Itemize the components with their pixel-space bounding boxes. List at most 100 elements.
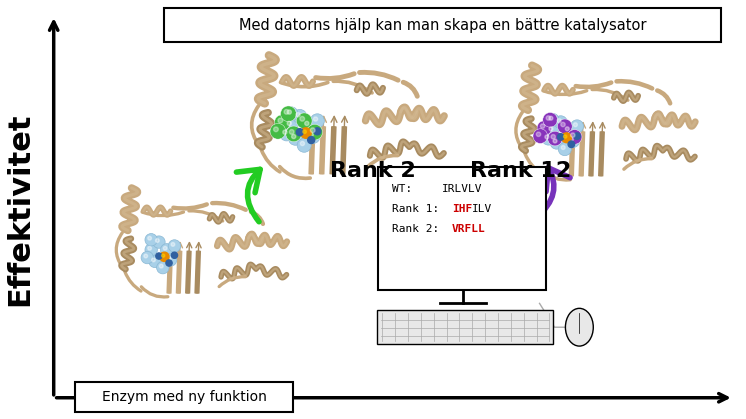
FancyArrowPatch shape (624, 159, 652, 169)
FancyArrowPatch shape (360, 72, 398, 80)
Text: IRLVLV: IRLVLV (442, 184, 483, 194)
FancyArrowPatch shape (576, 83, 611, 87)
FancyArrowPatch shape (212, 203, 245, 210)
FancyArrowPatch shape (525, 153, 542, 174)
Circle shape (157, 261, 169, 274)
Circle shape (275, 115, 290, 130)
Circle shape (561, 122, 565, 127)
Circle shape (292, 109, 307, 124)
FancyArrowPatch shape (280, 83, 328, 87)
Circle shape (307, 137, 315, 144)
Circle shape (310, 114, 325, 128)
Circle shape (543, 113, 557, 127)
FancyArrowPatch shape (536, 168, 570, 217)
FancyBboxPatch shape (75, 382, 292, 411)
Circle shape (284, 109, 289, 114)
Text: Rank 2:: Rank 2: (392, 224, 446, 234)
Circle shape (563, 135, 567, 138)
Circle shape (537, 121, 552, 135)
Circle shape (286, 126, 301, 142)
Circle shape (542, 132, 555, 145)
Circle shape (550, 136, 563, 149)
Circle shape (574, 133, 580, 140)
Circle shape (163, 246, 167, 250)
FancyArrowPatch shape (251, 106, 259, 145)
FancyArrowPatch shape (173, 204, 207, 209)
Circle shape (553, 139, 557, 143)
Circle shape (557, 119, 572, 134)
Circle shape (160, 243, 173, 256)
Circle shape (551, 134, 555, 139)
Circle shape (568, 141, 574, 147)
FancyArrowPatch shape (592, 89, 628, 100)
Text: Rank 2: Rank 2 (330, 161, 416, 181)
Circle shape (280, 106, 296, 122)
FancyArrowPatch shape (515, 112, 522, 149)
Circle shape (310, 128, 315, 132)
FancyArrowPatch shape (657, 91, 670, 103)
Text: Effektivitet: Effektivitet (5, 112, 34, 306)
Circle shape (164, 254, 177, 266)
Circle shape (300, 116, 304, 121)
Circle shape (151, 258, 155, 262)
Circle shape (153, 236, 165, 248)
Circle shape (562, 124, 575, 137)
Circle shape (301, 142, 304, 146)
Circle shape (554, 116, 567, 129)
Text: Enzym med ny funktion: Enzym med ny funktion (101, 390, 266, 404)
Text: VRFLL: VRFLL (452, 224, 486, 234)
Circle shape (167, 256, 171, 260)
Circle shape (166, 260, 172, 266)
FancyArrowPatch shape (542, 169, 570, 180)
FancyArrowPatch shape (116, 233, 122, 267)
Circle shape (571, 120, 583, 133)
FancyArrowPatch shape (251, 212, 263, 224)
Circle shape (287, 110, 292, 114)
Circle shape (278, 118, 283, 123)
Text: Med datorns hjälp kan man skapa en bättre katalysator: Med datorns hjälp kan man skapa en bättr… (239, 18, 647, 33)
Circle shape (155, 239, 159, 243)
Circle shape (289, 131, 302, 145)
Circle shape (549, 116, 553, 120)
Circle shape (562, 133, 571, 142)
FancyArrowPatch shape (261, 150, 280, 172)
Circle shape (536, 132, 541, 137)
Text: ILV: ILV (471, 204, 492, 214)
FancyArrowPatch shape (316, 74, 354, 78)
Circle shape (301, 118, 316, 132)
Text: Rank 12: Rank 12 (470, 161, 571, 181)
Circle shape (296, 113, 300, 117)
Circle shape (270, 124, 286, 139)
FancyArrowPatch shape (141, 287, 168, 297)
Circle shape (160, 252, 169, 261)
Circle shape (546, 124, 559, 137)
Circle shape (148, 246, 151, 250)
Circle shape (533, 129, 548, 143)
Circle shape (307, 124, 322, 140)
Text: WT:: WT: (392, 184, 413, 194)
Circle shape (149, 255, 161, 268)
Circle shape (561, 145, 565, 150)
Circle shape (569, 137, 574, 141)
Circle shape (144, 254, 148, 258)
Circle shape (571, 133, 575, 137)
FancyBboxPatch shape (378, 167, 547, 290)
Circle shape (292, 134, 295, 139)
Circle shape (145, 243, 157, 256)
Circle shape (546, 113, 559, 127)
Circle shape (145, 233, 157, 246)
Circle shape (274, 127, 278, 132)
Circle shape (549, 127, 553, 131)
Circle shape (172, 252, 178, 259)
Circle shape (296, 113, 312, 129)
FancyArrowPatch shape (189, 211, 223, 221)
Circle shape (284, 107, 298, 121)
Circle shape (304, 122, 309, 126)
FancyBboxPatch shape (377, 310, 554, 344)
Circle shape (141, 251, 154, 264)
Circle shape (160, 264, 163, 268)
FancyArrowPatch shape (280, 167, 310, 178)
Circle shape (301, 128, 311, 138)
FancyArrowPatch shape (125, 272, 141, 291)
Text: Rank 1:: Rank 1: (392, 204, 446, 214)
